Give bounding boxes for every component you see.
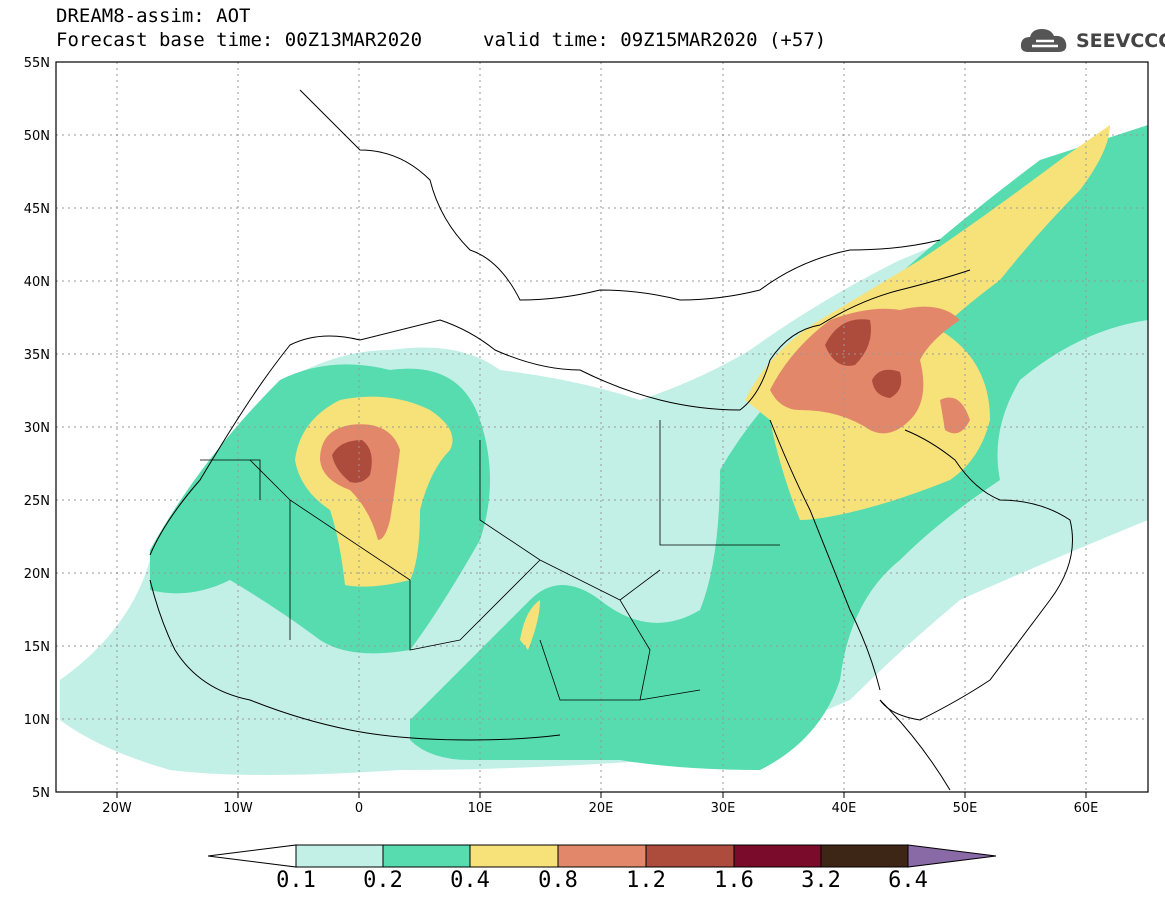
lat-label: 30N	[24, 421, 50, 436]
aot-level-1.2-east-b	[872, 369, 902, 398]
colorbar-swatch	[645, 844, 735, 868]
lat-label: 35N	[24, 348, 50, 363]
lat-label: 25N	[24, 494, 50, 509]
colorbar-above-arrow	[907, 844, 997, 868]
colorbar-label: 6.4	[888, 868, 928, 893]
colorbar	[207, 844, 997, 868]
colorbar-label: 1.6	[714, 868, 754, 893]
lon-label: 10W	[223, 801, 253, 816]
lat-label: 45N	[24, 202, 50, 217]
map-frame	[55, 61, 1149, 793]
aot-level-1.2-west	[332, 440, 372, 483]
aot-level-0.8-gulf	[940, 397, 970, 434]
lat-label: 10N	[24, 713, 50, 728]
colorbar-below-arrow	[207, 844, 297, 868]
colorbar-swatch	[382, 844, 471, 868]
colorbar-label: 0.4	[450, 868, 490, 893]
colorbar-swatch	[557, 844, 647, 868]
lon-label: 0	[355, 801, 363, 816]
seevccc-logo: SEEVCCC	[1018, 24, 1165, 58]
lat-label: 55N	[24, 56, 50, 71]
lon-label: 60E	[1074, 801, 1099, 816]
colorbar-label: 0.2	[363, 868, 403, 893]
colorbar-swatch	[733, 844, 822, 868]
cloud-logo-icon	[1020, 29, 1067, 52]
forecast-base-time: Forecast base time: 00Z13MAR2020	[56, 29, 423, 51]
lon-label: 30E	[711, 801, 736, 816]
colorbar-label: 0.1	[276, 868, 316, 893]
country-borders	[200, 420, 780, 701]
lon-label: 20E	[589, 801, 614, 816]
colorbar-swatch	[469, 844, 559, 868]
lat-label: 15N	[24, 640, 50, 655]
lon-label: 50E	[953, 801, 978, 816]
colorbar-label: 0.8	[538, 868, 578, 893]
lon-label: 20W	[102, 801, 132, 816]
axis-ticks	[116, 792, 1087, 798]
valid-time: valid time: 09Z15MAR2020 (+57)	[483, 29, 827, 51]
colorbar-label: 1.2	[626, 868, 666, 893]
lon-label: 10E	[468, 801, 493, 816]
aot-level-0.4-chad	[520, 600, 540, 650]
aot-level-0.8-east	[770, 306, 960, 434]
lat-label: 5N	[32, 786, 50, 801]
colorbar-swatch	[820, 844, 909, 868]
colorbar-label: 3.2	[801, 868, 841, 893]
logo-text: SEEVCCC	[1076, 30, 1165, 52]
coastlines	[149, 89, 1073, 791]
colorbar-swatch	[295, 844, 384, 868]
lat-label: 20N	[24, 567, 50, 582]
map-title: DREAM8-assim: AOT	[56, 5, 251, 27]
aot-field	[60, 125, 1148, 775]
lat-label: 50N	[24, 129, 50, 144]
graticule	[56, 62, 1148, 792]
lat-label: 40N	[24, 275, 50, 290]
lon-label: 40E	[832, 801, 857, 816]
